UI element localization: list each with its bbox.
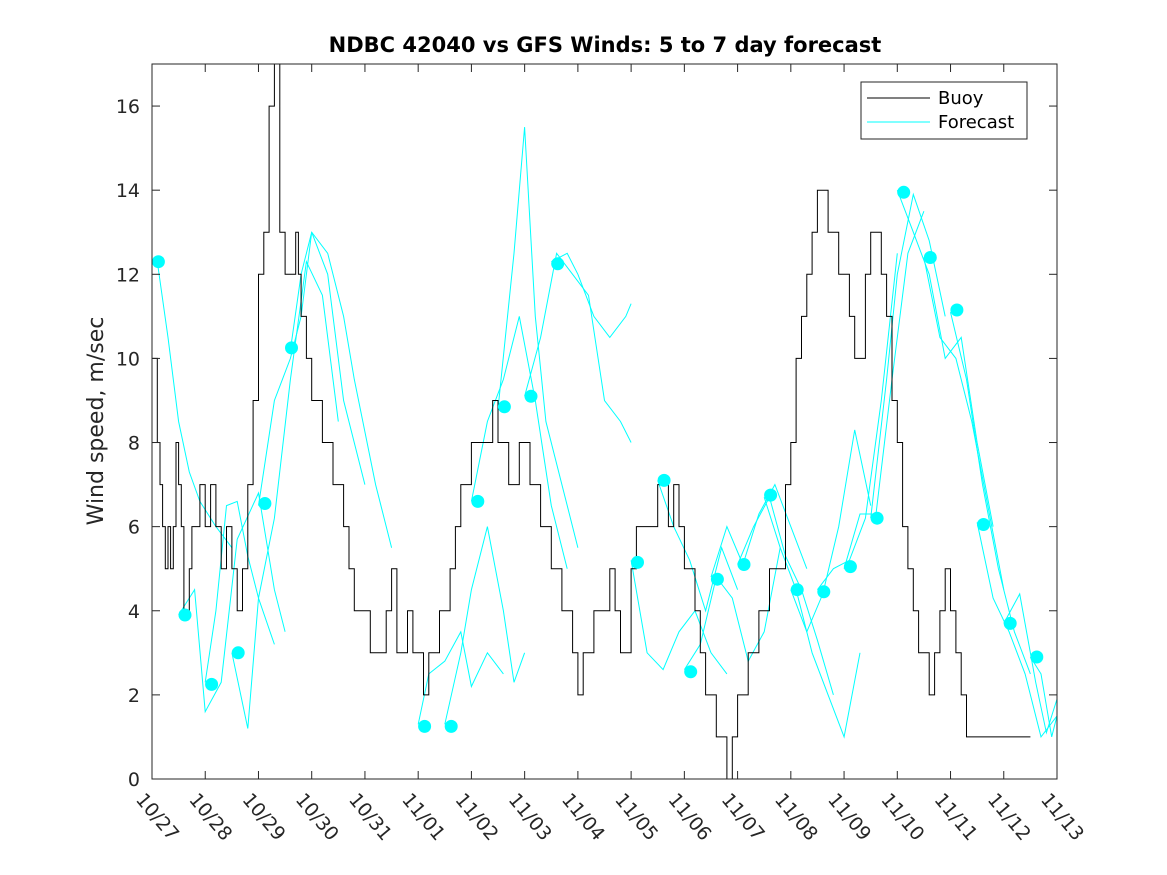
buoy-line <box>152 64 1031 779</box>
forecast-run-line-20 <box>843 211 925 569</box>
y-tick-label: 8 <box>128 433 140 455</box>
forecast-marker <box>843 560 857 574</box>
forecast-run-line-25 <box>976 522 1057 739</box>
forecast-marker <box>497 400 511 414</box>
forecast-marker <box>684 665 698 679</box>
forecast-run-line-13 <box>657 480 739 613</box>
forecast-marker <box>444 719 458 733</box>
forecast-run-line-4 <box>258 232 366 506</box>
forecast-run-line-23 <box>923 257 1005 590</box>
y-tick-label: 14 <box>116 180 140 202</box>
forecast-run-line-24 <box>950 311 1031 675</box>
forecast-marker <box>231 646 245 660</box>
plot-area <box>152 64 1057 779</box>
forecast-marker <box>817 585 831 599</box>
axes-box <box>151 63 1058 780</box>
forecast-run-line-17 <box>763 497 861 739</box>
y-tick-label: 16 <box>116 96 140 118</box>
forecast-run-line-15 <box>710 483 808 578</box>
forecast-marker <box>205 677 219 691</box>
forecast-marker <box>1003 616 1017 630</box>
forecast-marker <box>950 303 964 317</box>
forecast-marker <box>524 389 538 403</box>
forecast-marker <box>152 255 165 269</box>
forecast-run-line-26 <box>1003 592 1057 735</box>
y-tick-label: 2 <box>128 685 140 707</box>
legend-box <box>860 81 1028 140</box>
forecast-marker <box>285 341 298 355</box>
forecast-run-line-22 <box>896 190 994 527</box>
chart-title: NDBC 42040 vs GFS Winds: 5 to 7 day fore… <box>329 33 882 57</box>
y-axis-label: Wind speed, m/sec <box>84 317 109 526</box>
data-marks <box>152 64 1057 779</box>
forecast-marker <box>897 185 911 199</box>
forecast-marker <box>870 511 884 525</box>
forecast-marker <box>790 583 804 597</box>
forecast-run-line-27 <box>1029 656 1057 738</box>
y-tick-label: 12 <box>116 264 140 286</box>
forecast-marker <box>418 719 432 733</box>
forecast-marker <box>764 488 778 502</box>
forecast-marker <box>178 608 192 622</box>
y-tick-label: 6 <box>128 517 140 539</box>
forecast-run-line-19 <box>817 253 898 591</box>
forecast-marker <box>551 257 565 271</box>
y-tick-label: 4 <box>128 601 140 623</box>
forecast-marker <box>657 473 671 487</box>
forecast-marker <box>471 494 485 508</box>
forecast-run-line-7 <box>444 526 526 725</box>
y-tick-label: 0 <box>128 769 140 791</box>
forecast-marker <box>923 251 937 264</box>
forecast-run-line-18 <box>790 429 872 634</box>
forecast-run-line-1 <box>178 491 286 714</box>
forecast-marker <box>977 518 990 531</box>
y-tick-label: 10 <box>116 348 140 370</box>
forecast-run-line-3 <box>231 259 339 729</box>
forecast-run-line-10 <box>524 252 632 443</box>
legend-label-buoy: Buoy <box>938 88 984 109</box>
forecast-run-line-12 <box>630 560 728 675</box>
forecast-marker <box>258 497 272 510</box>
forecast-run-line-8 <box>470 316 568 569</box>
forecast-marker <box>631 555 644 569</box>
forecast-run-line-9 <box>497 127 579 548</box>
forecast-marker <box>710 572 724 586</box>
legend: Buoy Forecast <box>860 81 1028 140</box>
forecast-run-line-5 <box>289 231 393 548</box>
forecast-marker <box>1030 650 1044 664</box>
legend-label-forecast: Forecast <box>938 112 1014 133</box>
forecast-run-line-11 <box>551 252 632 339</box>
forecast-marker <box>737 558 751 571</box>
